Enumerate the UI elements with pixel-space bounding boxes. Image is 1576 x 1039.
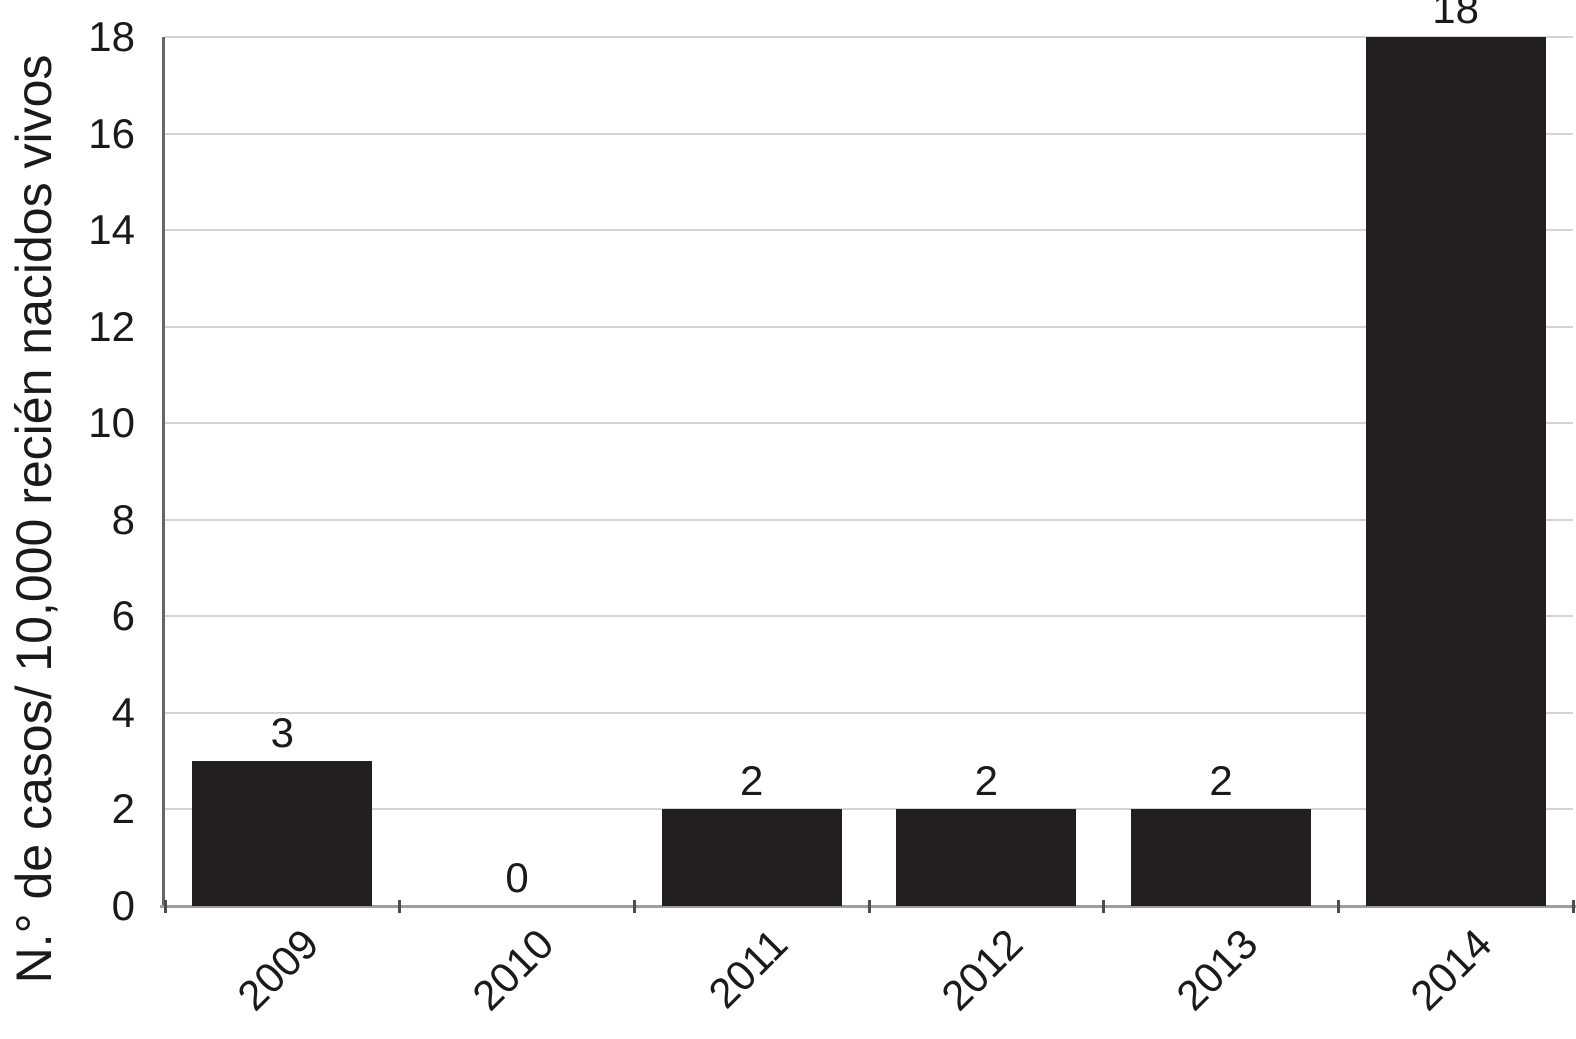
y-tick-label-14: 14 [88,206,135,254]
y-tick-label-12: 12 [88,302,135,350]
gridline-y-16 [165,132,1573,135]
x-tick-mark [1571,900,1575,913]
x-tick-mark [867,900,871,913]
bar-2011 [661,809,842,906]
x-category-label-2013: 2013 [1166,919,1267,1020]
y-tick-label-6: 6 [111,592,135,640]
x-category-label-2011: 2011 [699,919,797,1017]
x-tick-mark [163,900,167,913]
gridline-y-2 [165,808,1573,811]
y-axis-title: N.° de casos/ 10,000 recién nacidos vivo… [6,54,62,984]
bar-value-label-2013: 2 [1209,757,1233,805]
y-tick-label-10: 10 [88,399,135,447]
y-tick-label-2: 2 [111,785,135,833]
gridline-y-10 [165,422,1573,425]
bar-value-label-2014: 18 [1432,0,1480,32]
y-tick-label-0: 0 [111,882,135,929]
gridline-y-12 [165,325,1573,328]
y-axis-line [162,37,165,906]
bar-2014 [1365,37,1546,906]
bar-value-label-2012: 2 [974,757,999,805]
bar-2009 [192,761,373,906]
y-tick-label-8: 8 [111,495,135,543]
x-tick-mark [632,900,636,913]
x-tick-mark [1102,900,1106,913]
plot-area: 0 2 4 6 8 10 12 14 16 18 3 2009 0 2010 2 2011 2 2012 2 2013… [88,0,1576,1019]
bar-value-label-2009: 3 [270,709,295,757]
x-category-label-2010: 2010 [462,919,563,1020]
y-tick-label-16: 16 [88,109,135,157]
gridline-y-8 [165,518,1573,521]
gridline-y-14 [165,229,1573,232]
x-category-label-2014: 2014 [1401,919,1501,1020]
x-category-label-2012: 2012 [932,919,1032,1020]
x-tick-mark [398,900,402,913]
bar-value-label-2011: 2 [739,757,764,805]
bar-2013 [1131,809,1311,906]
bar-2012 [896,809,1077,906]
y-tick-label-18: 18 [88,13,135,60]
bar-value-label-2010: 0 [505,854,529,901]
gridline-y-18 [165,36,1573,38]
x-tick-mark [1336,900,1340,913]
y-tick-label-4: 4 [111,688,135,736]
gridline-y-4 [165,711,1573,714]
x-category-label-2009: 2009 [228,919,328,1020]
gridline-y-6 [165,615,1573,618]
